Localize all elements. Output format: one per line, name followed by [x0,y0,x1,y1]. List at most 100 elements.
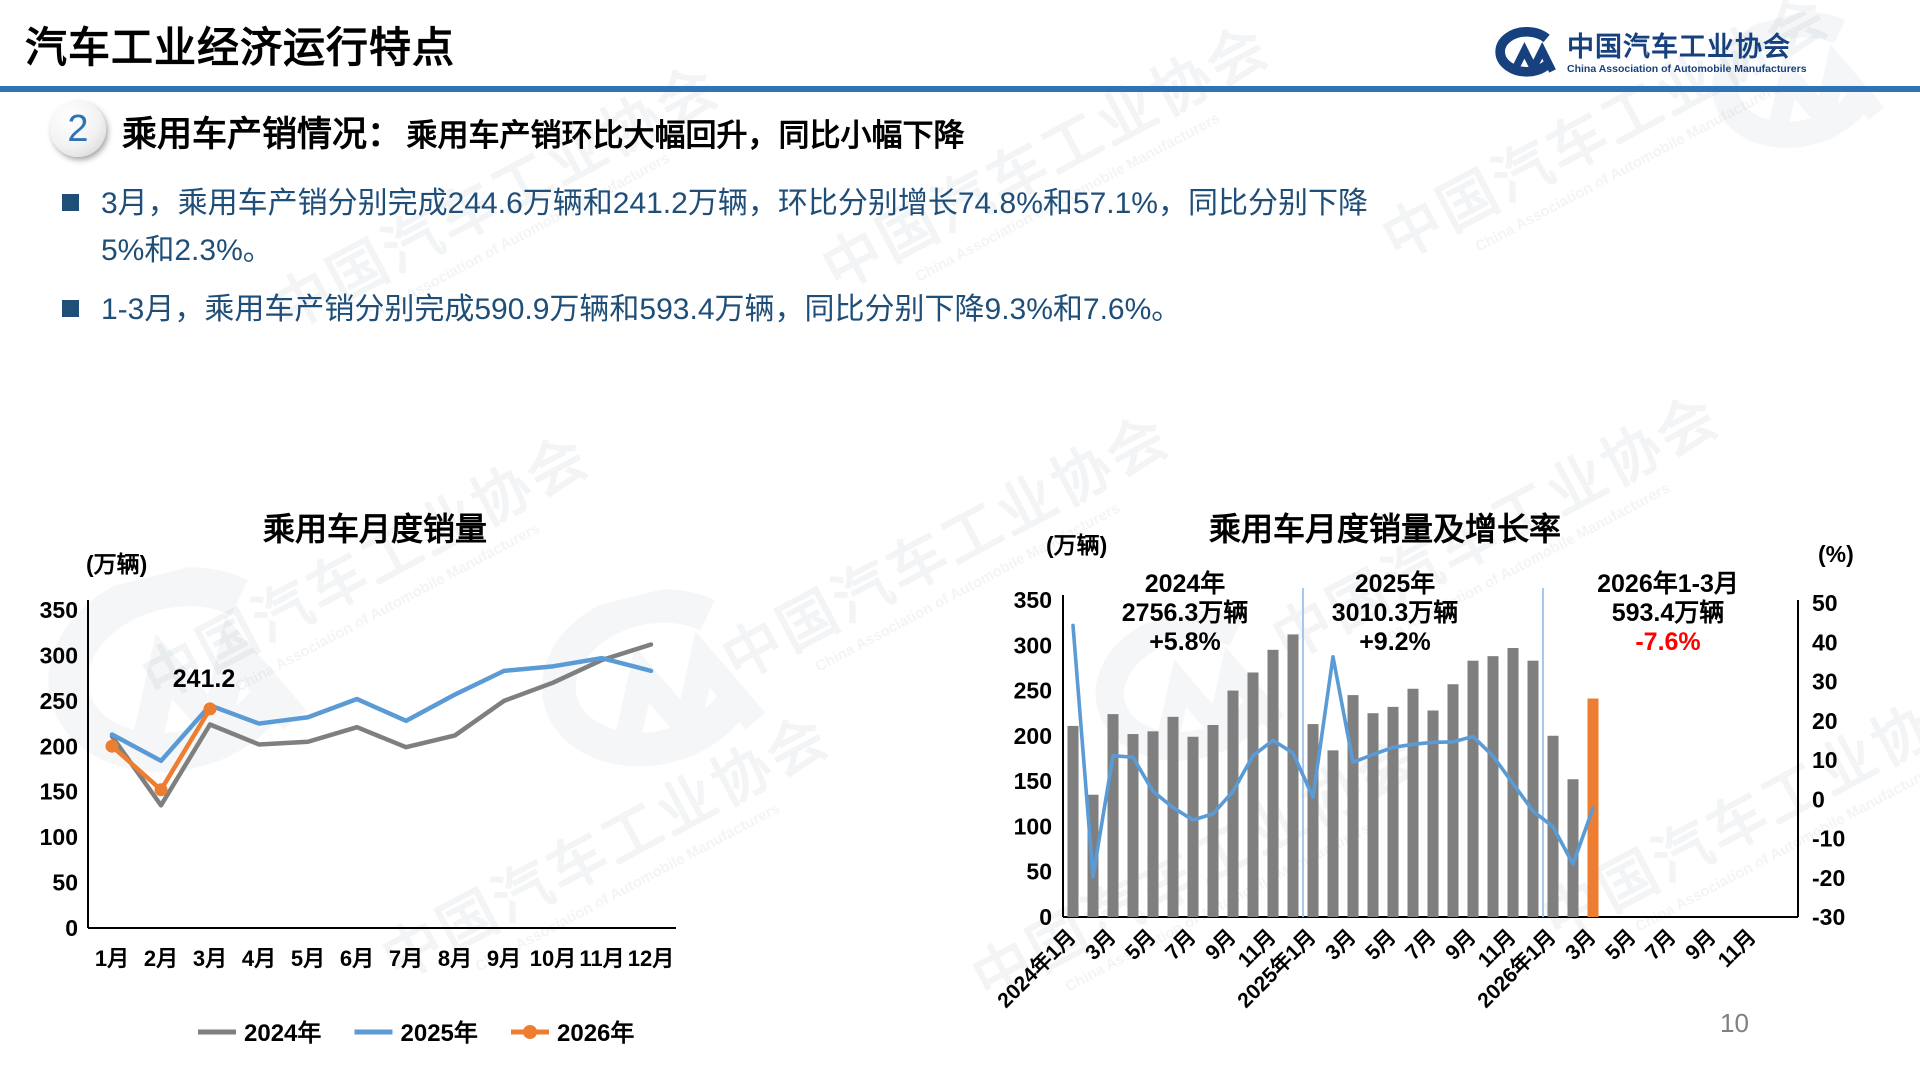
sales-bars-group [1067,634,1599,917]
bullet-item-2: 1-3月，乘用车产销分别完成590.9万辆和593.4万辆，同比分别下降9.3%… [62,286,1181,333]
sales-bar [1467,660,1479,917]
bullet-square-icon [62,300,79,317]
series-point-marker [105,739,119,753]
x-axis-tick-label: 2月 [144,946,178,971]
right-axis-tick-label: -20 [1812,865,1845,891]
left-axis-tick-label: 350 [1014,587,1052,613]
y-axis-tick-label: 0 [65,915,78,941]
legend-label: 2025年 [401,1019,478,1047]
monthly-sales-growth-combo-chart: 乘用车月度销量及增长率(万辆) (%)050100150200250300350-… [993,511,1854,1013]
monthly-sales-line-chart: 乘用车月度销量 (万辆) 0 50 100 150 200 250 300 350 1月 2月 3月 4月… [40,511,676,1047]
bullet-1-line-2: 5%和2.3%。 [101,234,273,268]
caam-logo: 中国汽车工业协会 China Association of Automobile… [1483,26,1807,82]
annotation-line: 2025年 [1355,569,1436,598]
x-axis-tick-label: 9月 [1201,925,1240,964]
right-axis-tick-label: 10 [1812,747,1838,773]
left-axis-tick-label: 200 [1014,723,1052,749]
series-2024年 [109,642,654,808]
annotation-line: 593.4万辆 [1612,599,1725,627]
sales-bar [1387,706,1399,917]
right-axis-tick-label: 0 [1812,786,1825,812]
sales-bar [1527,660,1539,917]
y-axis-tick-label: 50 [52,870,78,896]
x-axis-tick-label: 3月 [193,946,227,971]
bullet-text-1: 3月，乘用车产销分别完成244.6万辆和241.2万辆，环比分别增长74.8%和… [101,180,1368,275]
section-number-badge: 2 [50,101,106,157]
y-axis-tick-label: 200 [40,733,78,759]
sales-bar [1347,695,1359,917]
page-title: 汽车工业经济运行特点 [25,24,456,71]
x-axis-tick-label: 7月 [1641,925,1680,964]
x-axis-tick-label: 6月 [340,946,374,971]
y-axis-tick-label: 350 [40,597,78,623]
series-point-marker [203,702,217,716]
point-data-label: 241.2 [173,665,236,693]
legend-label: 2024年 [244,1019,321,1047]
x-axis-tick-label: 9月 [1681,925,1720,964]
sales-bar [1567,779,1579,917]
section-number: 2 [67,107,89,150]
section-heading-main: 乘用车产销情况： [122,115,403,154]
title-divider-line [0,86,1920,92]
sales-bar [1187,736,1199,917]
bullet-text-2: 1-3月，乘用车产销分别完成590.9万辆和593.4万辆，同比分别下降9.3%… [101,286,1181,333]
chart-legend: 2024年 2025年 2026年 [198,1019,634,1047]
x-axis-tick-label: 2024年1月 [993,925,1081,1013]
sales-bar [1167,716,1179,917]
y-axis-tick-label: 300 [40,642,78,668]
x-axis-tick-label: 7月 [1401,925,1440,964]
chart-title: 乘用车月度销量 [263,511,487,547]
left-axis-tick-label: 300 [1014,632,1052,658]
sales-bar [1447,684,1459,917]
sales-bar [1307,724,1319,917]
x-axis-tick-label: 9月 [1441,925,1480,964]
annotation-line: +5.8% [1149,628,1221,656]
legend-label: 2026年 [557,1019,634,1047]
series-line [109,642,654,808]
growth-rate-line [1071,623,1595,879]
sales-bar [1067,725,1079,917]
x-axis-tick-label: 1月 [95,946,129,971]
left-axis-tick-label: 150 [1014,768,1052,794]
x-axis-tick-label: 3月 [1561,925,1600,964]
sales-bar [1407,688,1419,917]
annotation-line: 2026年1-3月 [1597,569,1739,598]
x-axis-tick-label: 9月 [487,946,521,971]
series-2026年 [105,702,217,797]
x-axis-tick-label: 8月 [438,946,472,971]
series-line [109,655,654,764]
logo-name-en: China Association of Automobile Manufact… [1567,63,1807,76]
sales-bar [1127,734,1139,917]
section-heading: 乘用车产销情况： 乘用车产销环比大幅回升，同比小幅下降 [122,106,964,157]
x-axis-tick-label: 7月 [1161,925,1200,964]
left-axis-tick-label: 0 [1039,904,1052,930]
bullet-item-1: 3月，乘用车产销分别完成244.6万辆和241.2万辆，环比分别增长74.8%和… [62,180,1368,275]
right-axis-unit-label: (%) [1818,541,1854,567]
x-axis-tick-label: 11月 [1714,925,1761,972]
y-axis-unit-label: (万辆) [86,551,147,577]
series-2025年 [109,655,654,764]
bullet-2-line-1: 1-3月，乘用车产销分别完成590.9万辆和593.4万辆，同比分别下降9.3%… [101,293,1182,326]
bullet-square-icon [62,194,79,211]
right-axis-tick-label: 50 [1812,590,1838,616]
axes-group: 0 50 100 150 200 250 300 350 [40,597,676,941]
caam-logo-text: 中国汽车工业协会 China Association of Automobile… [1567,32,1807,76]
series-point-marker [154,783,168,797]
sales-bar [1147,731,1159,917]
right-axis-tick-label: 40 [1812,629,1838,655]
bullet-1-line-1: 3月，乘用车产销分别完成244.6万辆和241.2万辆，环比分别增长74.8%和… [101,187,1368,220]
x-axis-tick-label: 3月 [1081,925,1120,964]
left-axis-tick-label: 50 [1026,859,1052,885]
sales-bar [1487,656,1499,917]
sales-bar [1227,690,1239,917]
sales-bar [1327,750,1339,917]
left-axis-tick-label: 100 [1014,813,1052,839]
right-axis-tick-label: 30 [1812,669,1838,695]
legend-swatch-marker [523,1025,537,1039]
sales-bar [1267,649,1279,917]
x-axis-tick-label: 5月 [1361,925,1400,964]
